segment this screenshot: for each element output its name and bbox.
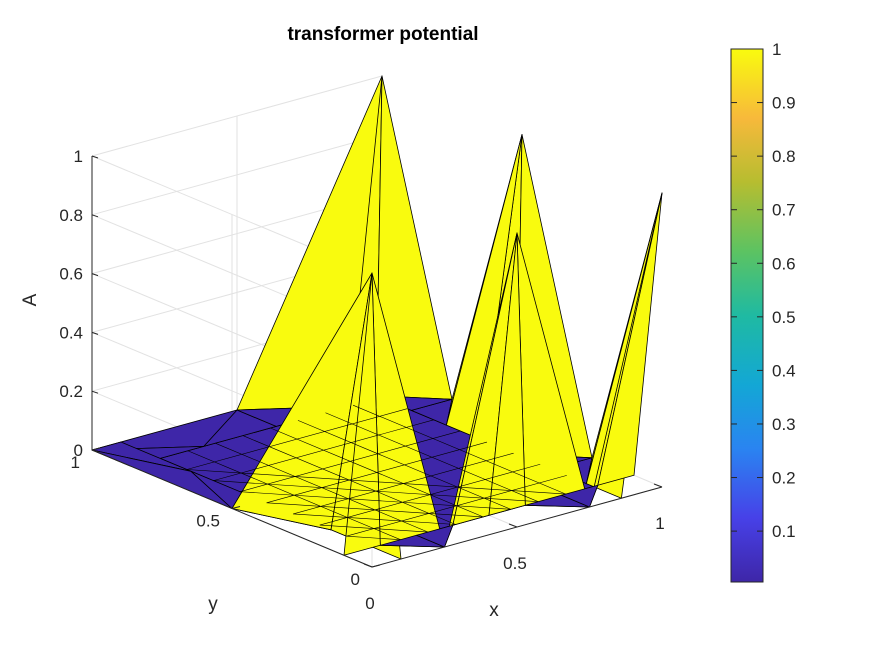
x-tick-mark [363,563,373,568]
z-tick-mark [91,155,99,159]
mesh-line [325,412,539,502]
z-tick-label: 0.4 [59,323,83,342]
mesh-line [213,419,434,481]
x-axis-label: x [489,600,499,621]
mesh-line [293,513,456,525]
x-axis-tick-labels: 00.51 [363,483,665,613]
mesh-line [213,480,539,502]
colorbar-tick-label: 0.8 [772,147,796,166]
z-tick-mark [91,390,99,394]
z-tick-mark [91,449,99,453]
colorbar-tick-label: 0.1 [772,522,796,541]
z-axis-label: A [20,293,41,306]
colorbar-tick-label: 0.2 [772,469,796,488]
colorbar-tick-label: 0.9 [772,94,796,113]
z-tick-label: 0 [74,441,83,460]
z-tick-mark [91,331,99,335]
wall-y0-face [561,484,599,508]
mesh-line [319,524,429,533]
colorbar-tick-label: 1 [772,40,781,59]
z-tick-label: 1 [74,147,83,166]
colorbar-tick-label: 0.7 [772,201,796,220]
colorbar-tick-label: 0.4 [772,361,796,380]
x-tick-label: 0 [365,594,374,613]
y-tick-mark [231,506,241,509]
surface-mesh [186,404,567,540]
mesh-line [266,441,488,504]
surface-faces [91,75,663,560]
z-tick-label: 0.2 [59,382,83,401]
y-axis-label: y [208,594,218,615]
y-tick-label: 0.5 [196,512,220,531]
colorbar-tick-label: 0.6 [772,254,796,273]
mesh-line [186,408,408,470]
x-tick-mark [508,523,518,528]
wall-y0-face [343,272,381,556]
mesh-line [239,430,461,493]
x-tick-label: 0.5 [503,554,527,573]
x-tick-mark [653,483,663,488]
z-tick-label: 0.8 [59,206,83,225]
mesh-line [352,404,566,495]
y-tick-label: 1 [71,453,80,472]
y-tick-label: 0 [351,570,360,589]
mesh-line [266,502,484,518]
z-tick-mark [91,273,99,277]
z-tick-label: 0.6 [59,265,83,284]
wall-y0-face [416,524,454,548]
colorbar-tick-label: 0.3 [772,415,796,434]
chart-title: transformer potential [287,24,478,45]
x-tick-label: 1 [655,514,664,533]
z-axis-tick-labels: 0 0.2 0.4 0.6 0.8 1 [59,147,99,460]
y-tick-mark [371,564,381,568]
colorbar-ticks: 0.1 0.2 0.3 0.4 0.5 0.6 0.7 0.8 0.9 1 [731,40,796,541]
mesh-line [297,420,511,510]
mesh-line [239,491,511,510]
colorbar [730,48,764,583]
wall-y0-face [597,192,663,486]
y-axis-tick-labels: 00.51 [71,447,381,589]
wall-y0-face [488,232,526,516]
y-tick-mark [91,447,101,451]
mesh-line [186,469,566,495]
colorbar-tick-label: 0.5 [772,308,796,327]
z-tick-mark [91,214,99,218]
wall-y0-face [516,232,590,508]
mesh-line [346,535,401,540]
wall-x1-face [445,134,523,441]
